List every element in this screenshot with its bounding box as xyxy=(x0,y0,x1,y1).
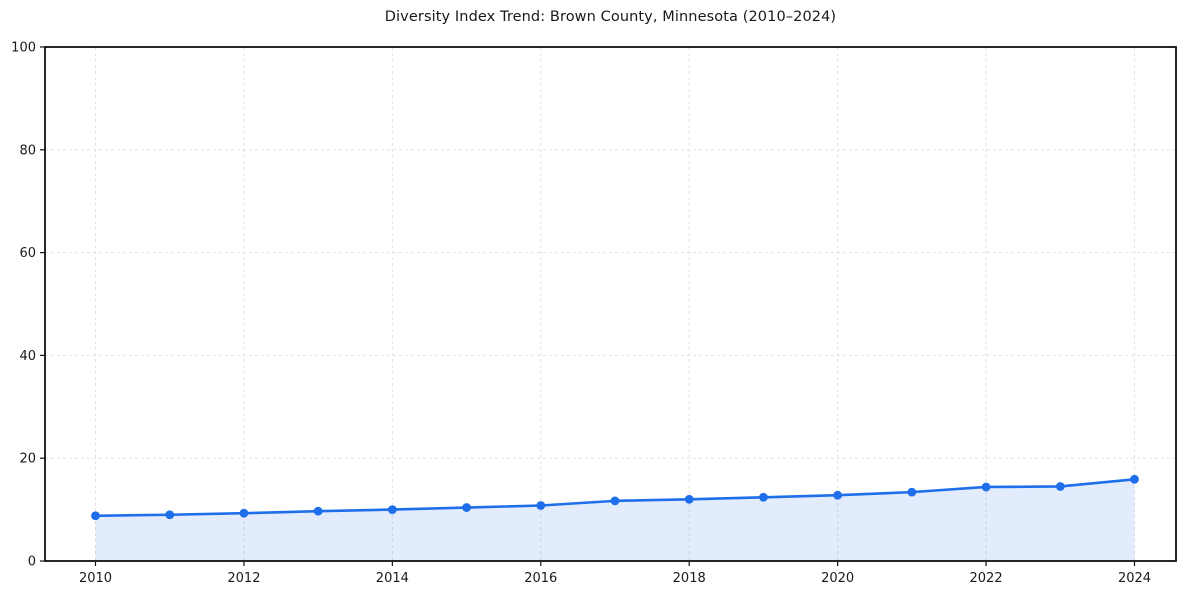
data-point xyxy=(313,506,323,516)
data-point xyxy=(387,505,397,514)
y-tick-label: 20 xyxy=(19,452,36,467)
data-point xyxy=(759,492,768,502)
plot-frame xyxy=(44,46,1177,562)
data-point xyxy=(1055,482,1065,491)
x-tick-label: 2014 xyxy=(376,571,409,586)
y-tick-label: 40 xyxy=(19,349,36,364)
data-point xyxy=(462,503,471,512)
x-tick-label: 2018 xyxy=(673,571,706,586)
chart-title: Diversity Index Trend: Brown County, Min… xyxy=(384,9,837,25)
y-tick-label: 80 xyxy=(19,143,36,158)
y-tick-label: 100 xyxy=(11,41,36,56)
data-point xyxy=(239,508,249,518)
data-point xyxy=(610,496,620,506)
data-point xyxy=(536,501,546,510)
data-point xyxy=(684,494,694,504)
x-tick-label: 2024 xyxy=(1118,571,1151,586)
area-fill xyxy=(95,479,1135,561)
data-point xyxy=(907,487,917,497)
x-tick-label: 2016 xyxy=(524,571,557,586)
data-point xyxy=(91,511,100,521)
x-tick-label: 2022 xyxy=(970,571,1003,586)
data-point xyxy=(981,482,991,492)
data-point xyxy=(165,510,175,520)
x-tick-label: 2020 xyxy=(821,571,854,586)
y-tick-label: 0 xyxy=(28,555,36,570)
x-tick-label: 2012 xyxy=(227,571,260,586)
y-tick-label: 60 xyxy=(19,246,36,261)
data-point xyxy=(833,490,843,500)
x-tick-label: 2010 xyxy=(79,571,112,586)
data-point xyxy=(1130,474,1139,484)
